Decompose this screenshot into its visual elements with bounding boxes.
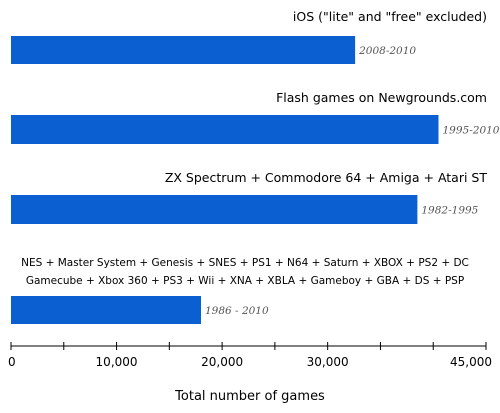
category-label: iOS ("lite" and "free" excluded)	[293, 9, 487, 24]
period-label: 1986 - 2010	[205, 305, 269, 317]
bar-group: iOS ("lite" and "free" excluded) 2008-201…	[11, 9, 487, 64]
x-tick-label: 30,000	[307, 355, 349, 369]
period-label: 1995-2010	[443, 125, 500, 137]
period-label: 1982-1995	[421, 205, 478, 217]
bar	[11, 115, 439, 144]
category-label: Gamecube + Xbox 360 + PS3 + Wii + XNA + …	[26, 275, 464, 287]
x-tick-label: 20,000	[201, 355, 243, 369]
bar-group: Flash games on Newgrounds.com 1995-2010	[11, 90, 500, 144]
x-tick-label: 0	[8, 355, 16, 369]
bars-layer: iOS ("lite" and "free" excluded) 2008-201…	[11, 9, 500, 324]
bar-group: ZX Spectrum + Commodore 64 + Amiga + Ata…	[11, 170, 487, 224]
x-axis: 0 10,000 20,000 30,000 45,000	[8, 342, 492, 369]
category-label: Flash games on Newgrounds.com	[276, 90, 487, 105]
x-tick-label: 10,000	[96, 355, 138, 369]
category-label: ZX Spectrum + Commodore 64 + Amiga + Ata…	[165, 170, 488, 185]
bar	[11, 36, 356, 64]
bar	[11, 296, 201, 324]
x-axis-title: Total number of games	[174, 389, 325, 404]
bar-group: NES + Master System + Genesis + SNES + P…	[11, 257, 469, 324]
period-label: 2008-2010	[358, 45, 416, 57]
bar	[11, 195, 418, 224]
category-label: NES + Master System + Genesis + SNES + P…	[21, 257, 469, 269]
x-tick-label: 45,000	[450, 355, 492, 369]
